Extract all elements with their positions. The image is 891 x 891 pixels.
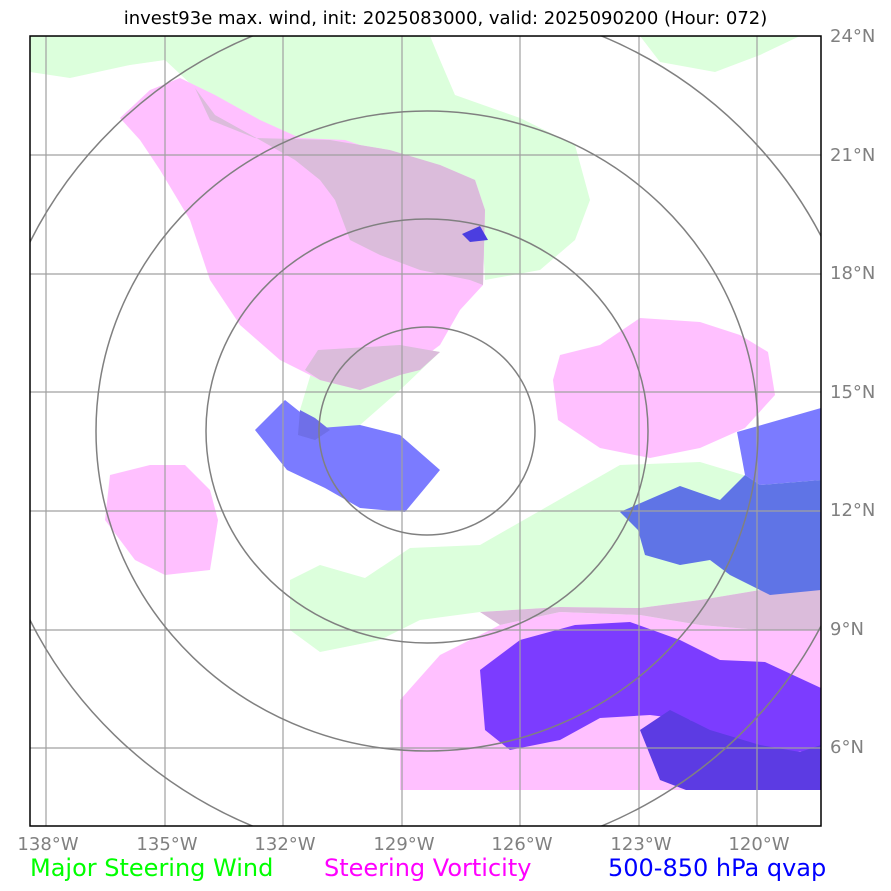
lon-label: 123°W: [610, 834, 672, 855]
distance-rings: [30, 36, 821, 826]
wind-area-north: [30, 36, 590, 280]
lat-label: 15°N: [830, 382, 876, 403]
lon-label: 120°W: [728, 834, 790, 855]
lat-label: 6°N: [830, 737, 864, 758]
plot-frame: [29, 35, 822, 827]
qvap-area-east-mid: [620, 475, 821, 595]
map-title: invest93e max. wind, init: 2025083000, v…: [123, 8, 768, 29]
legend-qvap: 500-850 hPa qvap: [608, 854, 827, 882]
wind-area-northeast: [640, 36, 800, 72]
qvap-area-northspot: [462, 226, 488, 242]
grid-lines: [30, 36, 821, 826]
ring-third: [95, 110, 759, 752]
lat-label: 24°N: [830, 26, 876, 47]
lon-label: 126°W: [491, 834, 553, 855]
lon-label: 135°W: [136, 834, 198, 855]
lat-label: 18°N: [830, 263, 876, 284]
vorticity-area-east: [553, 318, 775, 458]
ring-second: [205, 218, 649, 644]
lat-label: 21°N: [830, 145, 876, 166]
vorticity-area-west: [105, 465, 218, 575]
lon-label: 132°W: [254, 834, 316, 855]
legend-steering-vorticity: Steering Vorticity: [324, 854, 532, 882]
lat-label: 12°N: [830, 500, 876, 521]
lat-label: 9°N: [830, 619, 864, 640]
lon-label: 138°W: [17, 834, 79, 855]
qvap-area-center-overlap: [298, 410, 330, 440]
overlap-areas: [195, 88, 821, 630]
legend-steering-wind: Major Steering Wind: [30, 854, 274, 882]
lon-label: 129°W: [373, 834, 435, 855]
ring-inner: [318, 326, 536, 536]
qvap-area-south-deep: [640, 710, 821, 790]
